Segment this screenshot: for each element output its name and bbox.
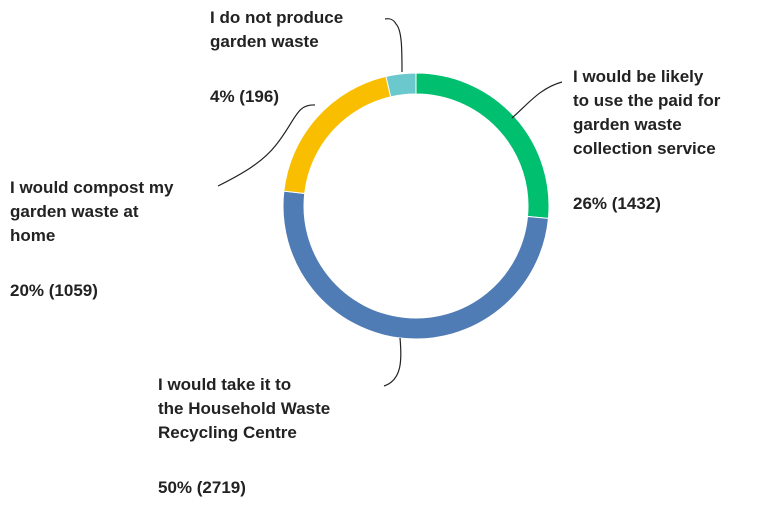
leader-line-4 (384, 18, 403, 73)
slice-label-4-line-1: I do not produce (210, 8, 343, 27)
slice-value-4: 4% (196) (210, 87, 279, 106)
slice-label-3-line-2: garden waste at (10, 202, 139, 221)
slice-label-4-line-2: garden waste (210, 32, 319, 51)
leader-line-3 (217, 104, 316, 187)
leader-line-2 (383, 337, 402, 387)
donut-slice-1 (415, 72, 550, 219)
slice-value-2: 50% (2719) (158, 478, 246, 497)
slice-label-1-line-1: I would be likely (573, 67, 704, 86)
donut-slice-2 (282, 190, 549, 340)
slice-label-1-line-4: collection service (573, 139, 716, 158)
slice-value-3: 20% (1059) (10, 281, 98, 300)
slice-label-1-line-3: garden waste (573, 115, 682, 134)
donut-slice-4 (385, 72, 417, 98)
leader-line-1 (511, 81, 563, 119)
donut-slice-3 (283, 75, 392, 195)
slice-label-1-line-2: to use the paid for (573, 91, 721, 110)
slice-label-2-line-2: the Household Waste (158, 399, 330, 418)
slice-label-3-line-1: I would compost my (10, 178, 174, 197)
slice-value-1: 26% (1432) (573, 194, 661, 213)
slice-label-2-line-3: Recycling Centre (158, 423, 297, 442)
slice-label-3-line-3: home (10, 226, 55, 245)
slice-label-2-line-1: I would take it to (158, 375, 291, 394)
